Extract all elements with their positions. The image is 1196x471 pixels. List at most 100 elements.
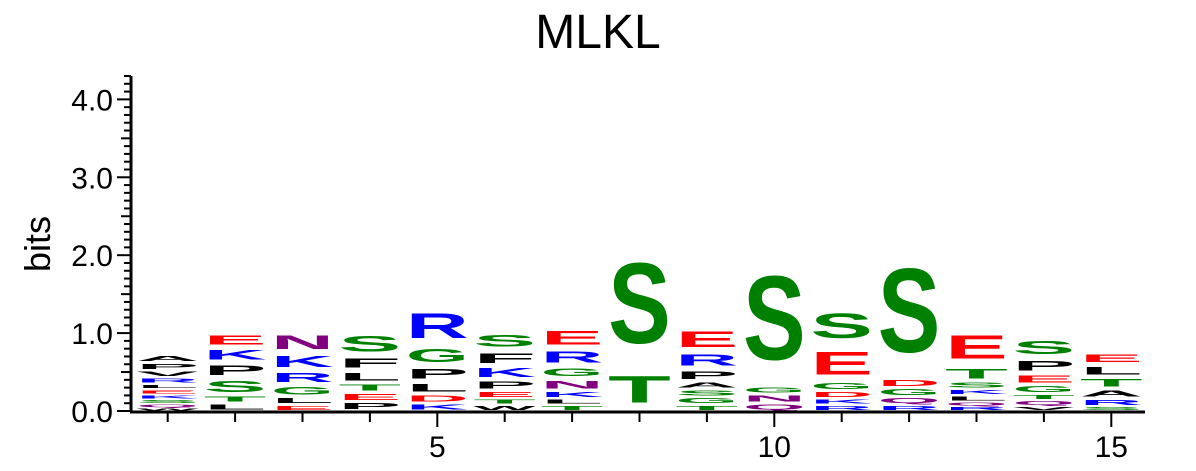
logo-column-8: TS (608, 240, 671, 411)
logo-letter-L: L (945, 395, 1008, 401)
logo-letter-R: R (676, 352, 739, 369)
logo-letter-K: K (541, 391, 604, 399)
y-tick-label: 4.0 (71, 84, 113, 117)
y-tick-label: 1.0 (71, 318, 113, 351)
logo-letter-E: E (1013, 374, 1076, 385)
logo-letter-T: T (608, 368, 671, 410)
logo-letter-D: D (406, 394, 469, 403)
logo-letter-K: K (271, 354, 334, 371)
logo-letter-P: P (473, 380, 536, 391)
logo-letter-L: L (136, 384, 199, 389)
logo-letter-T: T (945, 366, 1008, 382)
logo-letter-E: E (339, 392, 402, 401)
logo-letter-E: E (1080, 352, 1143, 364)
logo-letter-T: T (473, 399, 536, 405)
logo-letter-S: S (676, 389, 739, 397)
logo-letter-K: K (945, 389, 1008, 395)
logo-letter-R: R (136, 378, 199, 384)
logo-letter-N: N (271, 332, 334, 354)
logo-letter-K: K (204, 347, 267, 362)
logo-letter-T: T (204, 395, 267, 403)
logo-letter-P: P (1013, 358, 1076, 374)
logo-letter-S: S (339, 332, 402, 357)
logo-letter-E: E (541, 327, 604, 349)
x-axis: 5 10 15 (130, 410, 1145, 464)
logo-letter-F: F (473, 350, 536, 366)
y-tick-label: 2.0 (71, 240, 113, 273)
logo-letter-E: E (945, 328, 1008, 365)
logo-letter-W: W (136, 408, 200, 411)
logo-letter-S: S (204, 378, 267, 395)
logo-letter-L: L (541, 399, 604, 405)
logo-letter-G: G (541, 366, 604, 378)
logo-letter-D: D (878, 378, 941, 387)
logo-letter-E: E (204, 333, 267, 347)
logo-letter-A: A (1080, 389, 1143, 398)
logo-letter-G: G (271, 385, 334, 397)
logo-letter-R: R (945, 406, 1008, 411)
logo-letter-L: L (339, 371, 402, 383)
y-tick-label: 0.0 (71, 396, 113, 429)
logo-letter-V: V (1013, 406, 1075, 411)
logo-letter-R: R (541, 349, 604, 366)
logo-letter-S: S (810, 307, 873, 346)
logo-letter-R: R (1080, 399, 1143, 407)
logo-letter-E: E (136, 389, 199, 394)
chart-title: MLKL (535, 6, 660, 59)
logo-letter-S: S (608, 240, 671, 368)
logo-letter-V: V (136, 371, 198, 378)
logo-letter-R: R (810, 405, 873, 411)
logo-letter-N: N (541, 378, 604, 390)
logo-letter-T: T (1013, 394, 1076, 400)
x-tick-label: 15 (1095, 431, 1128, 464)
logo-letter-T: T (339, 383, 402, 392)
logo-letter-K: K (473, 366, 536, 380)
logo-letter-L: L (204, 403, 267, 411)
logo-letter-Q: Q (1013, 400, 1076, 406)
y-axis: 0.0 1.0 2.0 3.0 4.0 (71, 75, 133, 429)
logo-letter-P: P (406, 366, 469, 382)
logo-letter-G: G (878, 388, 941, 397)
logo-stacks: WQSKELRVPALTSPKEELGRKNPETLFSKDLPGRWTEPKF… (136, 240, 1142, 411)
logo-letter-A: A (136, 355, 199, 363)
logo-letter-Q: Q (743, 403, 806, 411)
y-tick-label: 3.0 (71, 162, 113, 195)
logo-letter-A: A (676, 381, 739, 389)
logo-letter-K: K (136, 395, 199, 400)
y-axis-label: bits (17, 216, 58, 272)
logo-letter-P: P (676, 369, 739, 381)
logo-letter-S: S (743, 252, 806, 385)
logo-letter-Q: Q (136, 404, 199, 408)
logo-letter-Q: Q (878, 397, 941, 405)
logo-letter-E: E (810, 345, 873, 381)
logo-letter-G: G (406, 346, 469, 366)
logo-letter-L: L (406, 381, 469, 393)
logo-letter-G: G (743, 386, 806, 394)
logo-letter-R: R (406, 307, 469, 346)
logo-letter-E: E (271, 405, 334, 411)
logo-letter-S: S (1080, 406, 1143, 411)
logo-letter-E: E (473, 391, 536, 399)
logo-letter-T: T (1080, 377, 1143, 389)
logo-letter-L: L (1080, 364, 1143, 376)
logo-letter-D: D (810, 391, 873, 399)
x-tick-label: 10 (758, 431, 791, 464)
logo-letter-G: G (676, 397, 739, 405)
logo-letter-S: S (1013, 338, 1076, 358)
x-tick-label: 5 (429, 431, 446, 464)
logo-letter-R: R (271, 371, 334, 385)
logo-letter-K: K (406, 403, 469, 411)
